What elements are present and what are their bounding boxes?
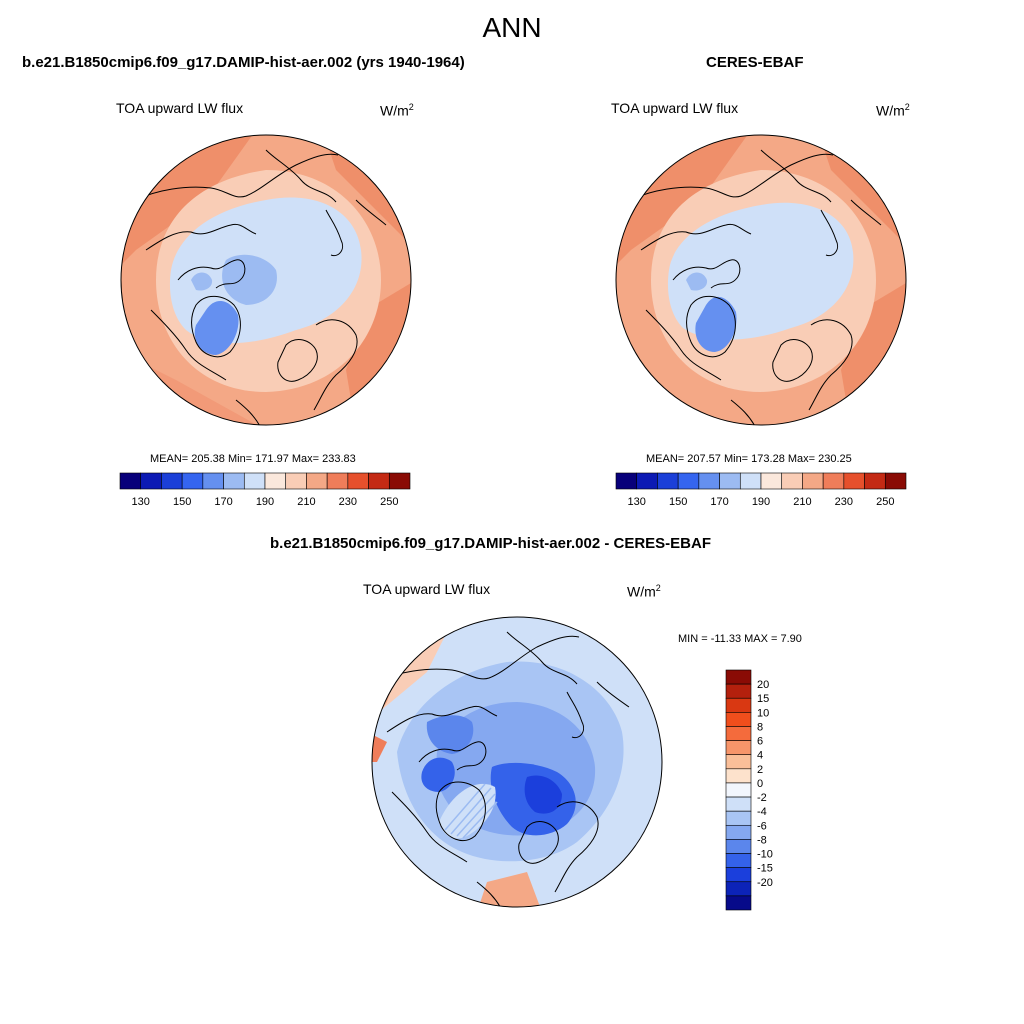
- colorbar-box: [368, 472, 390, 490]
- colorbar-box: [739, 472, 762, 490]
- colorbar-label: -6: [757, 820, 767, 832]
- colorbar-box: [822, 472, 845, 490]
- colorbar-label: 170: [214, 496, 232, 508]
- colorbar-box: [725, 683, 752, 699]
- diff-stats: MIN = -11.33 MAX = 7.90: [678, 633, 802, 645]
- figure-title: ANN: [482, 12, 542, 43]
- colorbar-box: [725, 740, 752, 756]
- model-stats: MEAN= 205.38 Min= 171.97 Max= 233.83: [150, 453, 356, 465]
- colorbar-label: 250: [876, 496, 894, 508]
- colorbar-box: [864, 472, 886, 490]
- colorbar-box: [843, 472, 865, 490]
- colorbar-label: 190: [256, 496, 274, 508]
- colorbar-label: 8: [757, 721, 763, 733]
- colorbar-label: 150: [669, 496, 687, 508]
- colorbar-box: [347, 472, 369, 490]
- colorbar-label: 10: [757, 707, 769, 719]
- colorbar-box: [884, 472, 907, 490]
- colorbar-box: [802, 472, 824, 490]
- colorbar-box: [243, 472, 266, 490]
- colorbar-label: 130: [628, 496, 646, 508]
- colorbar-box: [140, 472, 162, 490]
- colorbar-box: [725, 712, 752, 727]
- colorbar-label: 130: [132, 496, 150, 508]
- obs-stats: MEAN= 207.57 Min= 173.28 Max= 230.25: [646, 453, 852, 465]
- colorbar-label: -15: [757, 863, 773, 875]
- colorbar-label: 4: [757, 750, 763, 762]
- colorbar-box: [725, 839, 752, 854]
- model-panel-title: b.e21.B1850cmip6.f09_g17.DAMIP-hist-aer.…: [22, 54, 465, 71]
- colorbar-box: [725, 895, 752, 911]
- obs-colorbar: 130150170190210230250270: [615, 472, 907, 508]
- colorbar-box: [326, 472, 349, 490]
- colorbar-box: [725, 881, 752, 897]
- colorbar-box: [698, 472, 720, 490]
- colorbar-label: -8: [757, 834, 767, 846]
- colorbar-label: 20: [757, 679, 769, 691]
- diff-variable-label: TOA upward LW flux: [363, 581, 491, 597]
- colorbar-box: [725, 867, 752, 883]
- obs-variable-label: TOA upward LW flux: [611, 100, 739, 116]
- obs-polar-map: [615, 134, 907, 426]
- colorbar-box: [781, 472, 803, 490]
- colorbar-label: -20: [757, 877, 773, 889]
- obs-units-label: W/m2: [876, 102, 910, 119]
- colorbar-box: [161, 472, 183, 490]
- colorbar-label: 15: [757, 693, 769, 705]
- colorbar-box: [223, 472, 245, 490]
- colorbar-box: [725, 669, 752, 685]
- colorbar-box: [725, 796, 752, 812]
- colorbar-label: 150: [173, 496, 191, 508]
- colorbar-box: [119, 472, 142, 490]
- colorbar-label: -2: [757, 792, 767, 804]
- colorbar-box: [725, 754, 752, 770]
- colorbar-box: [285, 472, 307, 490]
- colorbar-box: [181, 472, 204, 490]
- model-units-label: W/m2: [380, 102, 414, 119]
- colorbar-box: [677, 472, 700, 490]
- colorbar-label: 250: [380, 496, 398, 508]
- obs-panel-title: CERES-EBAF: [706, 54, 804, 71]
- colorbar-label: 230: [835, 496, 853, 508]
- colorbar-box: [636, 472, 658, 490]
- model-polar-map: [120, 134, 412, 426]
- colorbar-box: [725, 768, 752, 784]
- colorbar-box: [725, 853, 752, 868]
- diff-panel-title: b.e21.B1850cmip6.f09_g17.DAMIP-hist-aer.…: [270, 535, 711, 552]
- diff-polar-map: [371, 616, 663, 908]
- colorbar-label: 230: [339, 496, 357, 508]
- model-colorbar: 130150170190210230250270: [119, 472, 411, 508]
- colorbar-label: -4: [757, 806, 767, 818]
- colorbar-label: 0: [757, 778, 763, 790]
- colorbar-box: [615, 472, 638, 490]
- colorbar-box: [719, 472, 741, 490]
- colorbar-box: [725, 782, 752, 798]
- colorbar-box: [725, 697, 752, 713]
- colorbar-box: [306, 472, 328, 490]
- colorbar-box: [760, 472, 783, 490]
- colorbar-box: [725, 726, 752, 741]
- colorbar-box: [725, 824, 752, 840]
- colorbar-label: 170: [710, 496, 728, 508]
- colorbar-box: [264, 472, 287, 490]
- colorbar-box: [657, 472, 679, 490]
- colorbar-label: -10: [757, 849, 773, 861]
- colorbar-label: 190: [752, 496, 770, 508]
- colorbar-label: 2: [757, 764, 763, 776]
- colorbar-label: 6: [757, 736, 763, 748]
- colorbar-box: [202, 472, 224, 490]
- colorbar-label: 210: [793, 496, 811, 508]
- diff-units-label: W/m2: [627, 583, 661, 600]
- colorbar-label: 210: [297, 496, 315, 508]
- colorbar-box: [725, 810, 752, 826]
- colorbar-box: [388, 472, 411, 490]
- model-variable-label: TOA upward LW flux: [116, 100, 244, 116]
